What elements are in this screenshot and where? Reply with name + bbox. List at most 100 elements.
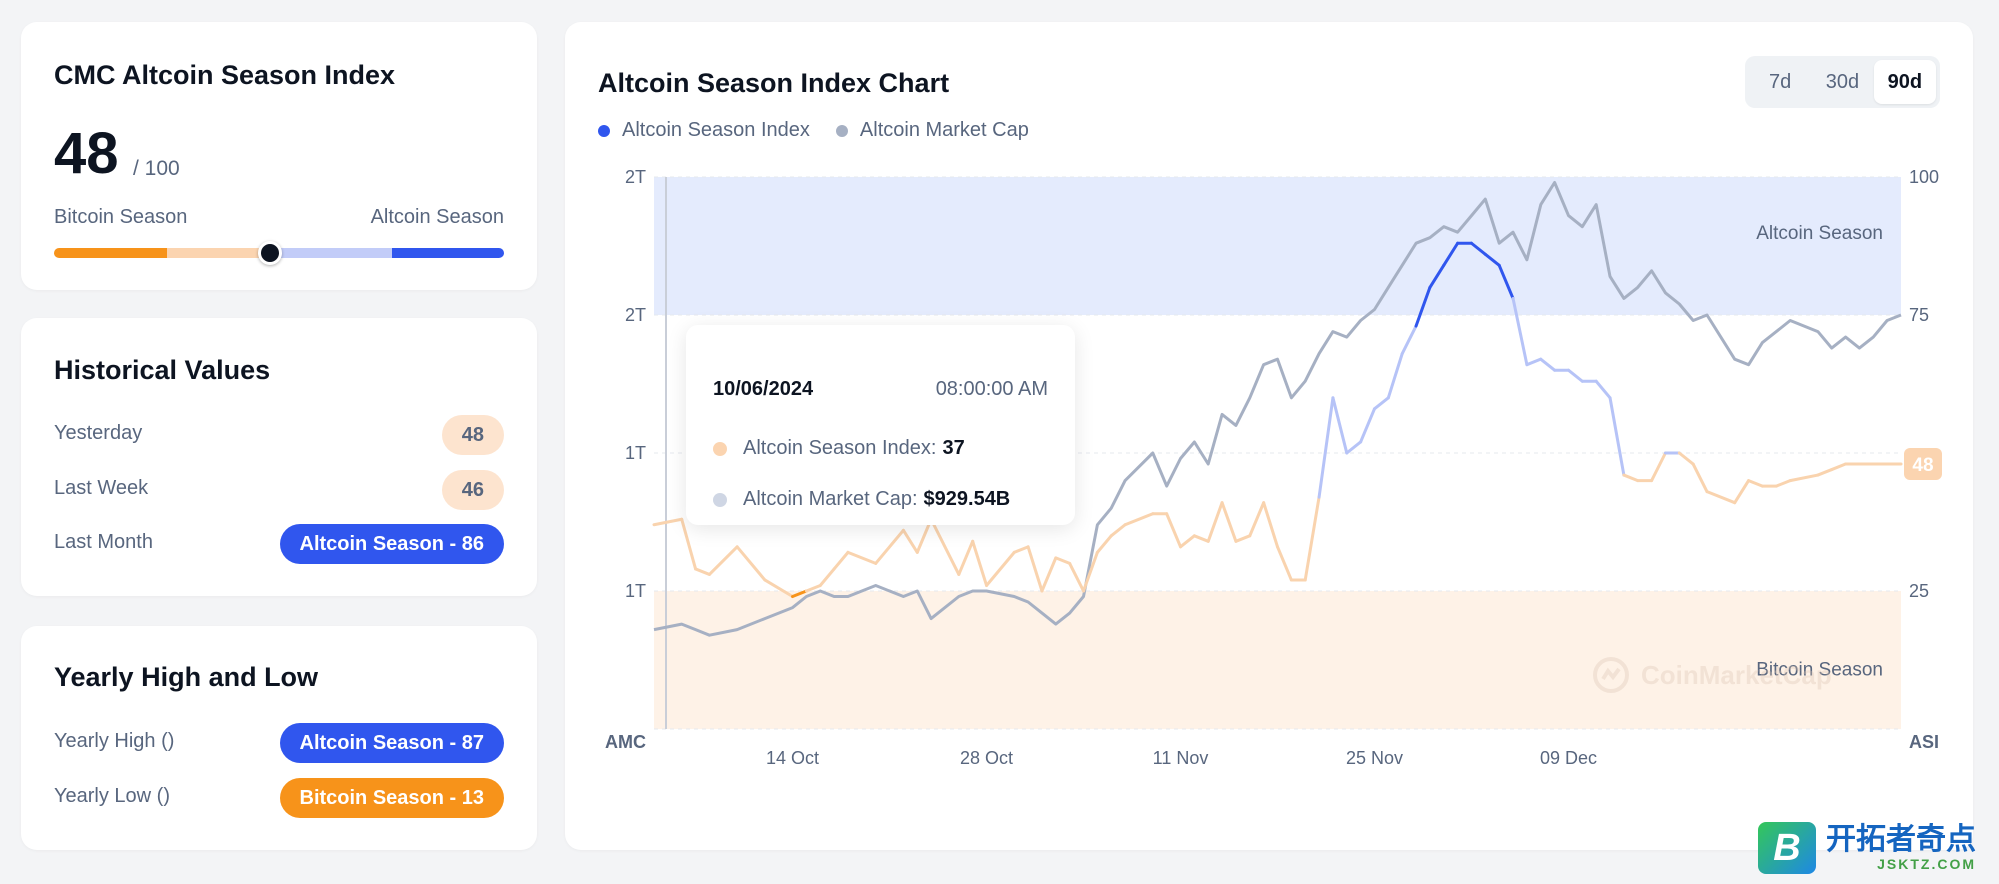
- tooltip-time: 08:00:00 AM: [935, 378, 1048, 400]
- series-segment-index: [1483, 252, 1501, 267]
- last-week-value-badge: 46: [441, 470, 504, 510]
- series-segment-index: [1400, 324, 1418, 356]
- series-segment-index: [1109, 523, 1127, 538]
- tooltip-cap-label: Altcoin Market Cap:: [743, 488, 918, 510]
- series-segment-index: [1082, 550, 1099, 593]
- series-segment-index: [707, 545, 739, 576]
- index-card: CMC Altcoin Season Index 48 / 100 Bitcoi…: [21, 22, 537, 290]
- series-segment-index: [652, 517, 684, 527]
- series-segment-index: [1234, 534, 1252, 543]
- series-segment-index: [1428, 263, 1446, 289]
- left-axis-tick: 2T: [625, 305, 646, 325]
- legend-label-index: Altcoin Season Index: [622, 119, 810, 141]
- current-value-badge: 48: [1912, 455, 1933, 476]
- zone-altcoin-season: [654, 177, 1901, 315]
- yearly-high-low-card: Yearly High and Low Yearly High () Altco…: [21, 626, 537, 850]
- series-segment-index: [1012, 545, 1030, 554]
- series-segment-index: [1165, 512, 1183, 549]
- right-axis-label: ASI: [1909, 732, 1939, 752]
- legend-item-market-cap[interactable]: Altcoin Market Cap: [835, 119, 1029, 142]
- series-segment-index: [1774, 479, 1792, 488]
- chart-legend: Altcoin Season Index Altcoin Market Cap: [598, 119, 1029, 142]
- tooltip-index-label: Altcoin Season Index:: [743, 437, 937, 459]
- zone-label-altcoin-season: Altcoin Season: [1756, 223, 1883, 244]
- series-segment-index: [1539, 357, 1557, 372]
- x-axis-tick: 11 Nov: [1153, 748, 1209, 768]
- series-segment-index: [1345, 440, 1363, 455]
- series-segment-index: [1733, 479, 1751, 505]
- range-90d-button[interactable]: 90d: [1873, 60, 1936, 104]
- last-month-label: Last Month: [54, 531, 153, 553]
- zone-bitcoin-season: [654, 591, 1901, 729]
- tooltip-index-value: 37: [942, 437, 965, 459]
- right-axis-tick: 75: [1909, 305, 1929, 325]
- left-axis-tick: 1T: [625, 443, 646, 463]
- last-week-label: Last Week: [54, 477, 149, 499]
- legend-label-market-cap: Altcoin Market Cap: [859, 119, 1029, 141]
- right-axis-tick: 25: [1909, 581, 1929, 601]
- series-segment-index: [1276, 545, 1293, 582]
- series-segment-index: [1386, 352, 1404, 400]
- right-axis-tick: 100: [1909, 167, 1939, 187]
- legend-item-index[interactable]: Altcoin Season Index: [598, 119, 810, 142]
- left-axis-tick: 2T: [625, 167, 646, 187]
- coinmarketcap-logo-icon: [1593, 657, 1629, 693]
- historical-values-title: Historical Values: [54, 355, 271, 385]
- tooltip-cap-row: Altcoin Market Cap: $929.54B: [713, 488, 1010, 511]
- series-segment-index: [1830, 462, 1848, 472]
- series-segment-index: [1179, 534, 1196, 549]
- series-segment-index: [1622, 473, 1640, 483]
- series-segment-index: [1359, 407, 1376, 444]
- tooltip-date: 10/06/2024: [713, 378, 814, 400]
- series-segment-index: [1691, 462, 1709, 494]
- coinmarketcap-watermark: CoinMarketCap: [1591, 655, 1832, 695]
- series-segment-index: [1040, 556, 1058, 593]
- gauge-altcoin-light-segment: [279, 248, 392, 258]
- bitcoin-season-label: Bitcoin Season: [54, 206, 188, 228]
- site-logo-icon: B: [1758, 822, 1816, 874]
- historical-values-card: Historical Values Yesterday 48 Last Week…: [21, 318, 537, 596]
- site-logo: B 开拓者奇点 JSKTZ.COM: [1758, 822, 1976, 874]
- yearly-high-low-title: Yearly High and Low: [54, 662, 319, 692]
- series-segment-index: [1566, 368, 1584, 383]
- range-30d-button[interactable]: 30d: [1825, 71, 1860, 93]
- current-value-badge-bg: [1904, 448, 1942, 481]
- series-segment-index: [1095, 534, 1113, 554]
- x-axis-tick: 25 Nov: [1346, 748, 1403, 768]
- series-segment-index: [1317, 396, 1335, 499]
- series-segment-index: [1248, 501, 1266, 538]
- series-segment-index: [1677, 451, 1695, 466]
- series-segment-index: [957, 539, 975, 576]
- chart-card: Altcoin Season Index Chart 7d 30d 90d Al…: [565, 22, 1973, 850]
- series-segment-index: [901, 528, 919, 554]
- index-score-max: / 100: [133, 157, 180, 180]
- series-segment-index: [1206, 501, 1224, 543]
- series-segment-index: [1220, 501, 1238, 543]
- series-segment-index: [818, 567, 836, 587]
- gauge-knob: [258, 241, 282, 265]
- legend-dot-market-cap: [835, 124, 848, 137]
- range-7d-button[interactable]: 7d: [1769, 71, 1792, 93]
- series-segment-index: [1594, 379, 1612, 400]
- gauge-bitcoin-light-segment: [166, 248, 279, 258]
- series-segment-index: [804, 583, 822, 593]
- altcoin-season-label: Altcoin Season: [370, 206, 504, 228]
- legend-dot-index: [598, 124, 610, 137]
- tooltip-cap-value: $929.54B: [923, 488, 1011, 510]
- series-segment-index: [791, 589, 808, 599]
- series-segment-index: [874, 528, 905, 565]
- tooltip-cap-dot: [713, 492, 727, 507]
- series-segment-index: [694, 567, 711, 576]
- series-segment-index: [1372, 396, 1390, 411]
- x-axis-tick: 14 Oct: [766, 748, 819, 768]
- left-axis-label: AMC: [605, 732, 646, 752]
- chart-plot[interactable]: Altcoin Season Bitcoin Season 2T 2T 1T 1T 100 7…: [565, 22, 1973, 850]
- series-line-market-cap: [653, 181, 1902, 637]
- series-segment-index: [1026, 545, 1044, 593]
- series-segment-index: [1497, 263, 1515, 300]
- series-segment-index: [1511, 296, 1529, 367]
- series-segment-index: [1303, 495, 1321, 582]
- series-segment-index: [1788, 473, 1820, 483]
- series-segment-index: [1816, 468, 1834, 477]
- gauge-bitcoin-segment: [54, 248, 167, 258]
